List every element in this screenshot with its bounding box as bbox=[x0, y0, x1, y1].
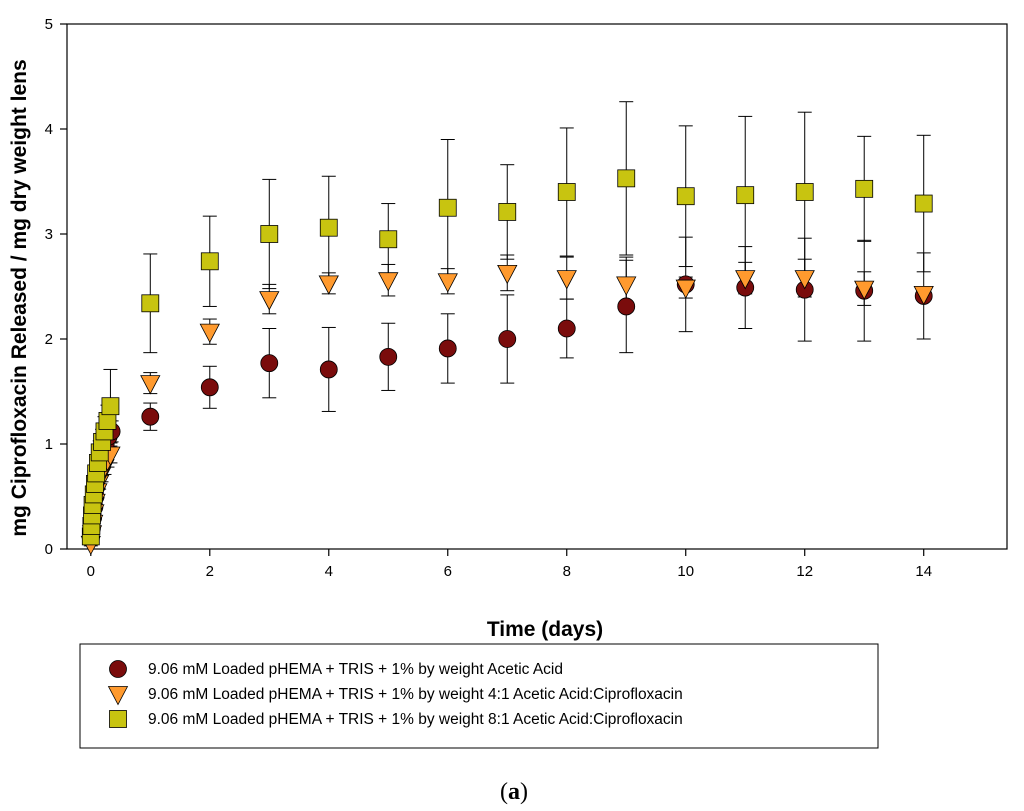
data-point-4to1 bbox=[199, 323, 220, 344]
y-tick-label: 2 bbox=[45, 331, 53, 348]
data-point-4to1 bbox=[140, 375, 161, 395]
data-point-acetic-acid bbox=[319, 360, 338, 379]
x-tick-label: 12 bbox=[796, 563, 813, 580]
legend-marker-acetic-acid bbox=[109, 660, 127, 678]
data-point-8to1 bbox=[498, 203, 517, 221]
data-point-8to1 bbox=[736, 186, 755, 205]
x-axis: 0 2 4 6 8 10 12 14 bbox=[87, 549, 932, 580]
data-point-4to1 bbox=[735, 270, 756, 290]
data-point-4to1 bbox=[378, 272, 399, 292]
x-tick-label: 6 bbox=[444, 563, 452, 580]
data-point-4to1 bbox=[497, 264, 518, 285]
plot-frame bbox=[66, 23, 1008, 550]
data-point-4to1 bbox=[556, 270, 577, 290]
data-point-8to1 bbox=[200, 252, 219, 271]
data-point-8to1 bbox=[676, 187, 695, 206]
x-tick-label: 0 bbox=[87, 563, 95, 580]
data-point-8to1 bbox=[101, 397, 120, 416]
legend-label-4to1: 9.06 mM Loaded pHEMA + TRIS + 1% by weig… bbox=[148, 686, 683, 703]
data-point-4to1 bbox=[913, 285, 934, 306]
data-point-4to1 bbox=[259, 291, 280, 311]
data-point-4to1 bbox=[318, 275, 339, 295]
y-tick-label: 1 bbox=[45, 436, 53, 453]
legend: 9.06 mM Loaded pHEMA + TRIS + 1% by weig… bbox=[79, 643, 879, 749]
data-point-acetic-acid bbox=[617, 297, 636, 316]
x-axis-title: Time (days) bbox=[487, 618, 603, 641]
data-markers bbox=[80, 169, 934, 556]
x-tick-label: 10 bbox=[677, 563, 694, 580]
data-point-acetic-acid bbox=[498, 330, 517, 348]
x-tick-label: 4 bbox=[325, 563, 333, 580]
y-tick-label: 0 bbox=[45, 541, 53, 558]
data-point-acetic-acid bbox=[379, 347, 398, 366]
caption-close-paren: ) bbox=[520, 779, 528, 805]
data-point-8to1 bbox=[438, 198, 457, 217]
data-point-8to1 bbox=[141, 294, 160, 313]
legend-label-acetic-acid: 9.06 mM Loaded pHEMA + TRIS + 1% by weig… bbox=[148, 661, 563, 678]
y-tick-label: 4 bbox=[45, 121, 53, 138]
data-point-4to1 bbox=[675, 279, 696, 299]
x-tick-label: 2 bbox=[206, 563, 214, 580]
data-point-acetic-acid bbox=[200, 378, 219, 397]
data-point-8to1 bbox=[557, 183, 576, 201]
data-point-acetic-acid bbox=[438, 339, 457, 358]
data-point-8to1 bbox=[855, 179, 874, 198]
plot-area-border bbox=[66, 23, 1008, 550]
data-point-4to1 bbox=[794, 270, 815, 290]
legend-label-8to1: 9.06 mM Loaded pHEMA + TRIS + 1% by weig… bbox=[148, 711, 683, 728]
x-tick-label: 14 bbox=[915, 563, 932, 580]
y-axis-title: mg Ciprofloxacin Released / mg dry weigh… bbox=[8, 59, 31, 536]
data-point-8to1 bbox=[319, 218, 338, 237]
data-point-4to1 bbox=[437, 273, 458, 293]
data-point-acetic-acid bbox=[557, 319, 576, 338]
y-axis: 0 1 2 3 4 5 bbox=[45, 16, 67, 558]
data-point-8to1 bbox=[617, 169, 636, 188]
data-point-acetic-acid bbox=[141, 407, 160, 426]
legend-box bbox=[79, 643, 879, 749]
figure-caption: (a) bbox=[500, 779, 528, 805]
data-point-8to1 bbox=[914, 194, 933, 213]
legend-marker-8to1 bbox=[109, 710, 127, 728]
caption-open-paren: ( bbox=[500, 779, 508, 805]
x-tick-label: 8 bbox=[563, 563, 571, 580]
caption-letter: a bbox=[508, 779, 520, 805]
data-point-8to1 bbox=[379, 230, 398, 249]
legend-marker-4to1 bbox=[107, 686, 129, 706]
y-tick-label: 5 bbox=[45, 16, 53, 33]
y-tick-label: 3 bbox=[45, 226, 53, 243]
data-point-4to1 bbox=[616, 276, 637, 296]
data-point-acetic-acid bbox=[260, 354, 279, 373]
data-point-8to1 bbox=[795, 183, 814, 201]
data-point-8to1 bbox=[260, 225, 279, 243]
data-point-4to1 bbox=[854, 280, 875, 300]
